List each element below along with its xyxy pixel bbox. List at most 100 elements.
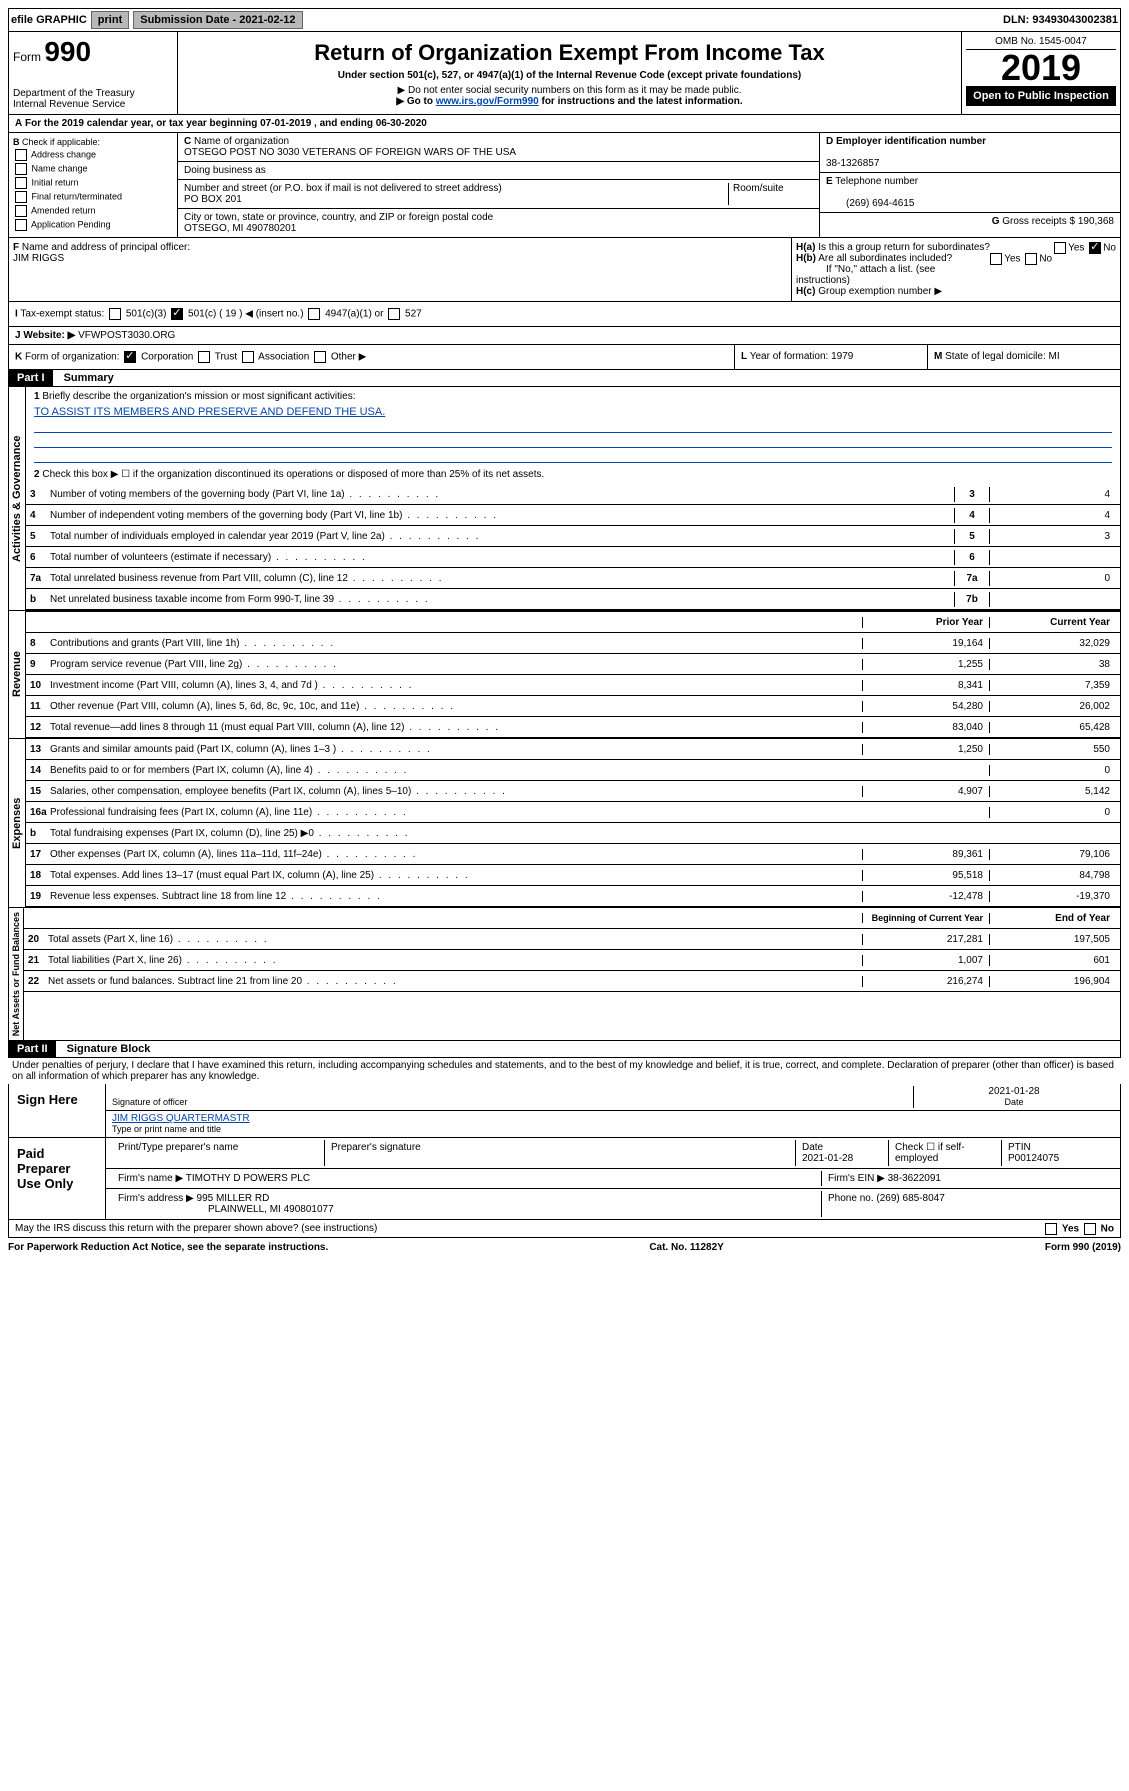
- governance-section: Activities & Governance 1 Briefly descri…: [8, 387, 1121, 611]
- city: OTSEGO, MI 490780201: [184, 223, 296, 234]
- column-headers: Prior Year Current Year: [26, 611, 1120, 633]
- section-k: K Form of organization: Corporation Trus…: [9, 345, 734, 369]
- checkbox-application-pending[interactable]: [15, 219, 27, 231]
- cb-corporation[interactable]: [124, 351, 136, 363]
- firm-address: 995 MILLER RD: [197, 1193, 270, 1204]
- cb-other[interactable]: [314, 351, 326, 363]
- line-20: 20Total assets (Part X, line 16)217,2811…: [24, 929, 1120, 950]
- line-16a: 16aProfessional fundraising fees (Part I…: [26, 802, 1120, 823]
- print-button[interactable]: print: [91, 11, 129, 29]
- officer-name: JIM RIGGS: [13, 253, 64, 264]
- section-j: J Website: ▶ VFWPOST3030.ORG: [8, 327, 1121, 345]
- h-a-no[interactable]: [1089, 242, 1101, 254]
- section-l: L Year of formation: 1979: [734, 345, 927, 369]
- top-bar: efile GRAPHIC print Submission Date - 20…: [8, 8, 1121, 32]
- line-2: 2 Check this box ▶ ☐ if the organization…: [26, 465, 1120, 484]
- line-22: 22Net assets or fund balances. Subtract …: [24, 971, 1120, 992]
- side-net-assets: Net Assets or Fund Balances: [9, 908, 24, 1040]
- gov-line-4: 4Number of independent voting members of…: [26, 505, 1120, 526]
- note-1: ▶ Do not enter social security numbers o…: [182, 85, 957, 96]
- line-21: 21Total liabilities (Part X, line 26)1,0…: [24, 950, 1120, 971]
- section-b: B Check if applicable: Address change Na…: [9, 133, 178, 237]
- cb-association[interactable]: [242, 351, 254, 363]
- checkbox-initial-return[interactable]: [15, 177, 27, 189]
- h-b-yes[interactable]: [990, 253, 1002, 265]
- h-b-no[interactable]: [1025, 253, 1037, 265]
- line-8: 8Contributions and grants (Part VIII, li…: [26, 633, 1120, 654]
- checkbox-name-change[interactable]: [15, 163, 27, 175]
- firm-ein: 38-3622091: [888, 1173, 941, 1184]
- paid-preparer-label: Paid Preparer Use Only: [9, 1138, 106, 1219]
- form-header: Form 990 Department of the Treasury Inte…: [8, 32, 1121, 115]
- sign-here-label: Sign Here: [9, 1084, 106, 1137]
- gov-line-3: 3Number of voting members of the governi…: [26, 484, 1120, 505]
- discuss-no[interactable]: [1084, 1223, 1096, 1235]
- address-row: Number and street (or P.O. box if mail i…: [178, 180, 819, 209]
- gross-receipts-row: G Gross receipts $ 190,368: [820, 213, 1120, 230]
- cb-trust[interactable]: [198, 351, 210, 363]
- firm-phone: (269) 685-8047: [876, 1193, 944, 1204]
- section-a: A For the 2019 calendar year, or tax yea…: [8, 115, 1121, 133]
- phone-row: E Telephone number(269) 694-4615: [820, 173, 1120, 213]
- department: Department of the Treasury Internal Reve…: [13, 88, 173, 110]
- section-m: M State of legal domicile: MI: [927, 345, 1120, 369]
- h-a-yes[interactable]: [1054, 242, 1066, 254]
- line-14: 14Benefits paid to or for members (Part …: [26, 760, 1120, 781]
- line-12: 12Total revenue—add lines 8 through 11 (…: [26, 717, 1120, 738]
- page-footer: For Paperwork Reduction Act Notice, see …: [8, 1238, 1121, 1257]
- checkbox-address-change[interactable]: [15, 149, 27, 161]
- expenses-section: Expenses 13Grants and similar amounts pa…: [8, 739, 1121, 908]
- line-19: 19Revenue less expenses. Subtract line 1…: [26, 886, 1120, 907]
- line-13: 13Grants and similar amounts paid (Part …: [26, 739, 1120, 760]
- efile-label: efile GRAPHIC: [11, 14, 87, 26]
- side-governance: Activities & Governance: [9, 387, 26, 610]
- revenue-section: Revenue Prior Year Current Year 8Contrib…: [8, 611, 1121, 739]
- side-revenue: Revenue: [9, 611, 26, 738]
- line-15: 15Salaries, other compensation, employee…: [26, 781, 1120, 802]
- form-title: Return of Organization Exempt From Incom…: [182, 40, 957, 66]
- line-1: 1 Briefly describe the organization's mi…: [26, 387, 1120, 406]
- form-number: Form 990: [13, 36, 173, 68]
- section-i: I Tax-exempt status: 501(c)(3) 501(c) ( …: [8, 302, 1121, 327]
- open-to-public: Open to Public Inspection: [966, 86, 1116, 106]
- firm-name: TIMOTHY D POWERS PLC: [186, 1173, 310, 1184]
- phone: (269) 694-4615: [826, 198, 914, 209]
- form-subtitle: Under section 501(c), 527, or 4947(a)(1)…: [182, 70, 957, 81]
- gov-line-7a: 7aTotal unrelated business revenue from …: [26, 568, 1120, 589]
- org-name-row: C Name of organization OTSEGO POST NO 30…: [178, 133, 819, 162]
- cb-4947[interactable]: [308, 308, 320, 320]
- ein: 38-1326857: [826, 158, 879, 169]
- note-2: ▶ Go to www.irs.gov/Form990 for instruct…: [182, 96, 957, 107]
- header-center: Return of Organization Exempt From Incom…: [178, 32, 962, 114]
- line-b: bTotal fundraising expenses (Part IX, co…: [26, 823, 1120, 844]
- cb-527[interactable]: [388, 308, 400, 320]
- org-name: OTSEGO POST NO 3030 VETERANS OF FOREIGN …: [184, 147, 516, 158]
- section-c: C Name of organization OTSEGO POST NO 30…: [178, 133, 819, 237]
- discuss-yes[interactable]: [1045, 1223, 1057, 1235]
- mission-text: TO ASSIST ITS MEMBERS AND PRESERVE AND D…: [26, 406, 1120, 418]
- form990-link[interactable]: www.irs.gov/Form990: [436, 96, 539, 107]
- cb-501c3[interactable]: [109, 308, 121, 320]
- officer-name-sig: JIM RIGGS QUARTERMASTR: [112, 1113, 250, 1124]
- net-column-headers: Beginning of Current Year End of Year: [24, 908, 1120, 929]
- address: PO BOX 201: [184, 194, 242, 205]
- website: VFWPOST3030.ORG: [78, 330, 175, 341]
- tax-year: 2019: [966, 50, 1116, 86]
- checkbox-final-return[interactable]: [15, 191, 27, 203]
- ein-row: D Employer identification number38-13268…: [820, 133, 1120, 173]
- gross-receipts: 190,368: [1078, 216, 1114, 227]
- checkbox-amended[interactable]: [15, 205, 27, 217]
- discuss-row: May the IRS discuss this return with the…: [8, 1220, 1121, 1238]
- gov-line-6: 6Total number of volunteers (estimate if…: [26, 547, 1120, 568]
- line-10: 10Investment income (Part VIII, column (…: [26, 675, 1120, 696]
- part-2-header: Part II Signature Block: [8, 1041, 1121, 1058]
- section-f-h: F Name and address of principal officer:…: [8, 238, 1121, 302]
- section-b-to-g: B Check if applicable: Address change Na…: [8, 133, 1121, 238]
- header-right: OMB No. 1545-0047 2019 Open to Public In…: [962, 32, 1120, 114]
- net-assets-section: Net Assets or Fund Balances Beginning of…: [8, 908, 1121, 1041]
- dln: DLN: 93493043002381: [1003, 14, 1118, 26]
- perjury-statement: Under penalties of perjury, I declare th…: [8, 1058, 1121, 1084]
- cb-501c[interactable]: [171, 308, 183, 320]
- room-suite: Room/suite: [728, 183, 813, 205]
- gov-line-b: bNet unrelated business taxable income f…: [26, 589, 1120, 610]
